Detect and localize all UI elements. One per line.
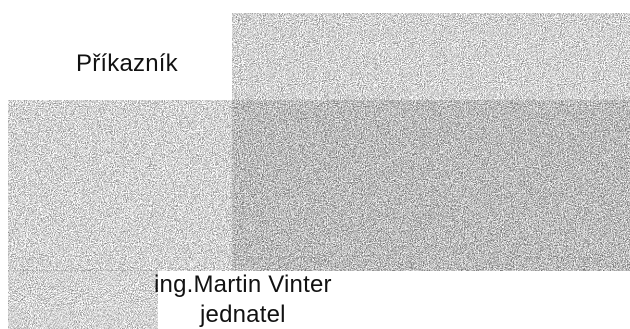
noise-pattern-icon	[8, 270, 158, 329]
noise-pattern-icon	[8, 100, 630, 271]
scanned-noise-bottom-left	[8, 270, 158, 329]
signatory-role: jednatel	[200, 301, 286, 328]
header-label: Příkazník	[76, 50, 178, 77]
scanned-noise-main	[8, 100, 630, 271]
signatory-name: ing.Martin Vinter	[154, 271, 332, 298]
